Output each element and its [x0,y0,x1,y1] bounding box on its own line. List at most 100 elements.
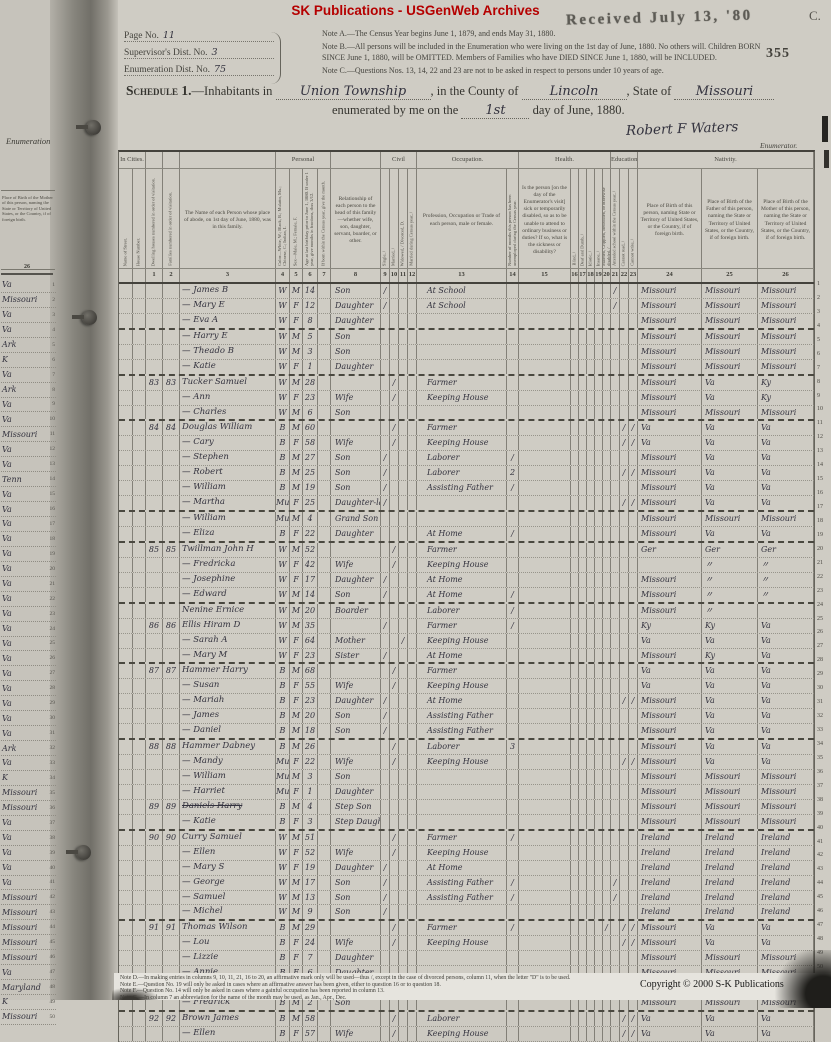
cell: — William [180,770,276,784]
cell [417,313,507,328]
cell [507,284,519,298]
cell [408,755,417,769]
cell: M [290,329,303,344]
cell: F [290,755,303,769]
cell [163,784,180,799]
cell: / [507,603,519,618]
scan-artifact [822,116,828,142]
column-header: Married during Census year, / [408,169,417,268]
binder-post-stem [76,125,88,129]
cell [133,679,146,694]
cell [629,890,638,905]
cell [629,390,638,405]
cell [417,359,507,374]
note-f: Note F.—Question No. 14 will only be ask… [120,988,385,995]
strip-row: Missouri 50 [1,1010,56,1025]
cell [408,512,417,526]
cell: Hammer Harry [180,664,276,679]
cell [408,527,417,541]
column-header: Attended school within the Census year, … [611,169,620,268]
cell: Va [638,421,702,436]
district-info-block: Page No. 11 Supervisor's Dist. No. 3 Enume… [124,30,274,81]
row-number: 38 [817,796,823,803]
cell: Son [331,890,381,905]
strip-birthplace-value: Missouri [2,295,38,305]
cell [579,587,587,602]
cell: Va [702,664,758,679]
table-column-numbers: 1 2 3 4 5 6 7 8 9 10 11 12 13 14 15 16 17 18 19 20 21 22 23 24 2… [119,269,814,284]
cell [587,724,595,739]
cell: Va [702,496,758,511]
cell: / [381,724,390,739]
cell: Sister [331,648,381,663]
cell [587,830,595,845]
column-number: 21 [611,269,620,282]
cell: / [507,618,519,633]
cell [146,648,163,663]
column-number: 23 [629,269,638,282]
cell [571,694,579,709]
cell: Missouri [638,481,702,496]
strip-row-number: 23 [49,610,56,617]
cell: — Michel [180,905,276,920]
cell: Farmer [417,542,507,557]
cell [603,799,611,814]
cell: — Samuel [180,890,276,905]
cell [119,814,133,829]
cell [629,284,638,298]
table-row: — Mariah B F 23 Daughter / At Home / / Missouri Va… [119,694,814,710]
cell [629,481,638,496]
strip-row: Va 13 [1,457,56,473]
strip-row: Va 39 [1,846,56,861]
cell [519,496,571,511]
row-number: 48 [817,936,823,943]
cell [119,1012,133,1026]
cell: Va [638,1012,702,1026]
cell: W [276,284,290,298]
row-number: 5 [817,336,820,343]
cell: 35 [303,618,318,633]
cell [611,633,620,648]
strip-row-number: 30 [49,715,56,722]
row-number: 27 [817,643,823,650]
strip-birthplace-value: Maryland [2,982,41,992]
cell [381,740,390,755]
cell [381,830,390,845]
note-a: Note A.—The Census Year begins June 1, 1… [322,29,556,38]
cell: B [276,664,290,679]
row-number: 30 [817,685,823,692]
cell: 83 [146,375,163,390]
cell: Daughter [331,951,381,966]
cell [381,845,390,860]
column-group-label: Education. [611,152,638,168]
cell [603,618,611,633]
table-row: — Samuel W M 13 Son / Assisting Father / / Irelan… [119,890,814,906]
strip-row: K 34 [1,771,56,786]
cell: Laborer [417,466,507,481]
cell: W [276,633,290,648]
cell [595,755,603,769]
cell [571,784,579,799]
column-number: 11 [399,269,408,282]
cell [629,799,638,814]
cell: Va [702,936,758,951]
cell: 84 [163,421,180,436]
cell: 92 [163,1012,180,1026]
cell [579,557,587,572]
cell: 5 [303,329,318,344]
footer-notes: Note D.—In making entries in columns 9, … [120,975,700,1002]
cell: 1 [303,784,318,799]
cell [629,679,638,694]
cell [146,436,163,451]
cell [620,951,629,966]
cell [595,481,603,496]
cell [571,770,579,784]
strip-row-number: 21 [49,580,56,587]
cell: W [276,603,290,618]
cell [390,890,399,905]
cell: / [629,466,638,481]
cell [399,481,408,496]
cell [603,648,611,663]
cell: M [290,481,303,496]
cell [507,512,519,526]
